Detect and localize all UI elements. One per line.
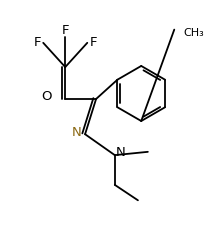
Text: O: O	[41, 90, 52, 103]
Text: F: F	[89, 36, 97, 49]
Text: N: N	[71, 125, 81, 139]
Text: CH₃: CH₃	[183, 28, 204, 38]
Text: F: F	[34, 36, 41, 49]
Text: F: F	[62, 24, 69, 36]
Text: N: N	[116, 146, 125, 159]
